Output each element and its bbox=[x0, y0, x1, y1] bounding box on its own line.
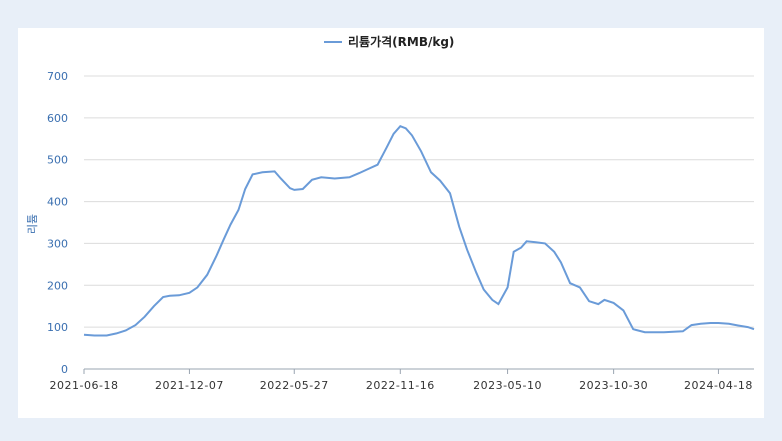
x-axis-ticks: 2021-06-18 2021-12-07 2022-05-27 2022-11-16… bbox=[50, 369, 753, 392]
series-line bbox=[84, 126, 754, 335]
y-tick-label: 700 bbox=[47, 70, 68, 83]
grid bbox=[84, 76, 754, 369]
y-tick-label: 400 bbox=[47, 196, 68, 209]
y-tick-label: 500 bbox=[47, 154, 68, 167]
legend[interactable]: 리튬가격(RMB/kg) bbox=[324, 34, 454, 49]
x-tick-label: 2022-11-16 bbox=[366, 379, 435, 392]
x-tick-label: 2021-06-18 bbox=[50, 379, 119, 392]
x-tick-label: 2024-04-18 bbox=[684, 379, 753, 392]
x-tick-label: 2023-10-30 bbox=[579, 379, 648, 392]
legend-label: 리튬가격(RMB/kg) bbox=[348, 34, 454, 49]
y-tick-label: 100 bbox=[47, 321, 68, 334]
y-axis-ticks: 0 100 200 300 400 500 600 700 bbox=[47, 70, 68, 376]
x-tick-label: 2021-12-07 bbox=[155, 379, 224, 392]
y-tick-label: 0 bbox=[61, 363, 68, 376]
y-axis-label: 리튬 bbox=[26, 214, 39, 234]
y-tick-label: 600 bbox=[47, 112, 68, 125]
chart-panel: 0 100 200 300 400 500 600 700 2021-06-18 2021-12… bbox=[18, 28, 764, 418]
y-tick-label: 200 bbox=[47, 279, 68, 292]
y-tick-label: 300 bbox=[47, 237, 68, 250]
lithium-price-chart: 0 100 200 300 400 500 600 700 2021-06-18 2021-12… bbox=[18, 28, 764, 418]
x-tick-label: 2022-05-27 bbox=[260, 379, 329, 392]
x-tick-label: 2023-05-10 bbox=[473, 379, 542, 392]
